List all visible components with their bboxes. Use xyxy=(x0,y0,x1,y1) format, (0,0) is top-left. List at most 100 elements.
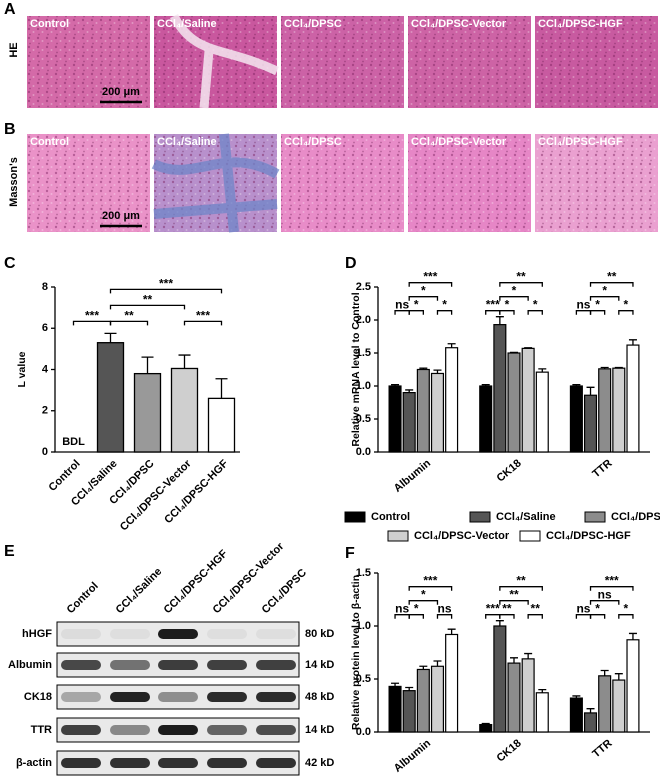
significance-bracket xyxy=(408,310,424,315)
bar xyxy=(583,712,598,733)
significance-label: * xyxy=(421,588,426,602)
significance-bracket xyxy=(408,614,424,619)
bar xyxy=(535,692,549,733)
panel-label: F xyxy=(345,545,355,562)
significance-label: *** xyxy=(423,270,437,284)
bar xyxy=(493,324,507,453)
band xyxy=(256,660,296,670)
significance-label: * xyxy=(595,298,600,312)
legend-swatch xyxy=(584,511,606,523)
significance-bracket xyxy=(109,320,149,326)
band xyxy=(207,692,247,702)
y-tick-label: 2.5 xyxy=(356,281,371,293)
scale-bar-label: 200 μm xyxy=(102,210,140,222)
image-label: CCl₄/DPSC-Vector xyxy=(411,136,507,148)
protein-label: hHGF xyxy=(22,628,52,640)
significance-label: ns xyxy=(598,588,612,602)
bar xyxy=(170,367,199,453)
significance-bracket xyxy=(436,310,453,315)
error-bar xyxy=(510,657,518,664)
y-tick-label: 0.5 xyxy=(356,413,371,425)
bar xyxy=(416,668,430,733)
lane-label: Control xyxy=(65,580,101,616)
row-label: Masson's xyxy=(8,157,20,207)
band xyxy=(207,725,247,735)
significance-bracket xyxy=(408,600,439,605)
legend-swatch xyxy=(344,511,366,523)
bar xyxy=(416,368,430,453)
band xyxy=(110,692,150,702)
protein-label: β-actin xyxy=(16,757,52,769)
y-axis-label: L value xyxy=(16,351,28,387)
error-bar xyxy=(586,708,595,713)
y-tick-label: 0.5 xyxy=(356,673,371,685)
significance-bracket xyxy=(499,586,543,591)
image-label: CCl₄/DPSC-HGF xyxy=(538,136,623,148)
y-tick-label: 0.0 xyxy=(356,446,371,458)
band xyxy=(207,629,247,639)
error-bar xyxy=(524,652,533,659)
band xyxy=(110,725,150,735)
significance-bracket xyxy=(183,320,223,326)
significance-label: * xyxy=(624,298,629,312)
significance-label: ns xyxy=(576,298,590,312)
band xyxy=(207,758,247,768)
bar xyxy=(507,662,521,733)
micrograph-texture xyxy=(408,134,531,232)
image-label: Control xyxy=(30,18,69,30)
bar xyxy=(388,385,402,453)
bar xyxy=(493,625,507,733)
y-tick-label: 2.0 xyxy=(356,314,371,326)
bar xyxy=(402,690,416,733)
error-bar xyxy=(614,673,623,681)
error-bar xyxy=(215,378,228,399)
panel-label: B xyxy=(4,121,16,138)
band xyxy=(158,758,198,768)
x-tick-label: CCl₄/DPSC-HGF xyxy=(162,457,231,526)
y-tick-label: 6 xyxy=(42,322,48,334)
band xyxy=(158,660,198,670)
significance-label: ns xyxy=(576,602,590,616)
significance-label: * xyxy=(505,298,510,312)
y-tick-label: 0 xyxy=(42,446,48,458)
band xyxy=(61,629,101,639)
band xyxy=(207,660,247,670)
bar xyxy=(388,685,402,733)
x-tick-label: TTR xyxy=(590,737,614,760)
scale-bar-label: 200 μm xyxy=(102,86,140,98)
size-label: 14 kD xyxy=(305,724,334,736)
lane-label: CCl₄/Saline xyxy=(114,566,165,617)
significance-bracket xyxy=(589,310,606,315)
error-bar xyxy=(495,316,504,325)
bar xyxy=(479,385,493,453)
collagen xyxy=(151,133,280,233)
micrograph-texture xyxy=(535,134,658,232)
x-tick-label: Albumin xyxy=(392,457,434,495)
bar xyxy=(133,372,162,453)
y-tick-label: 1.0 xyxy=(356,380,371,392)
x-tick-label: CK18 xyxy=(495,737,524,764)
significance-label: ** xyxy=(516,574,526,588)
significance-label: *** xyxy=(486,602,500,616)
y-tick-label: 1.0 xyxy=(356,620,371,632)
significance-label: *** xyxy=(423,574,437,588)
micrograph-texture xyxy=(27,16,150,108)
band xyxy=(158,725,198,735)
legend-swatch xyxy=(387,530,409,542)
significance-bracket xyxy=(499,310,515,315)
x-tick-label: Control xyxy=(47,458,83,494)
fibrous-septa xyxy=(169,13,279,109)
bar xyxy=(402,392,416,453)
band xyxy=(256,629,296,639)
bar xyxy=(626,344,640,453)
bar xyxy=(430,372,445,453)
significance-bracket xyxy=(408,586,453,591)
size-label: 42 kD xyxy=(305,757,334,769)
micrograph-texture xyxy=(27,134,150,232)
y-tick-label: 0.0 xyxy=(356,726,371,738)
error-bar xyxy=(104,332,117,343)
bar xyxy=(583,394,598,453)
x-tick-label: Albumin xyxy=(392,737,434,775)
panel-label: A xyxy=(4,1,16,18)
